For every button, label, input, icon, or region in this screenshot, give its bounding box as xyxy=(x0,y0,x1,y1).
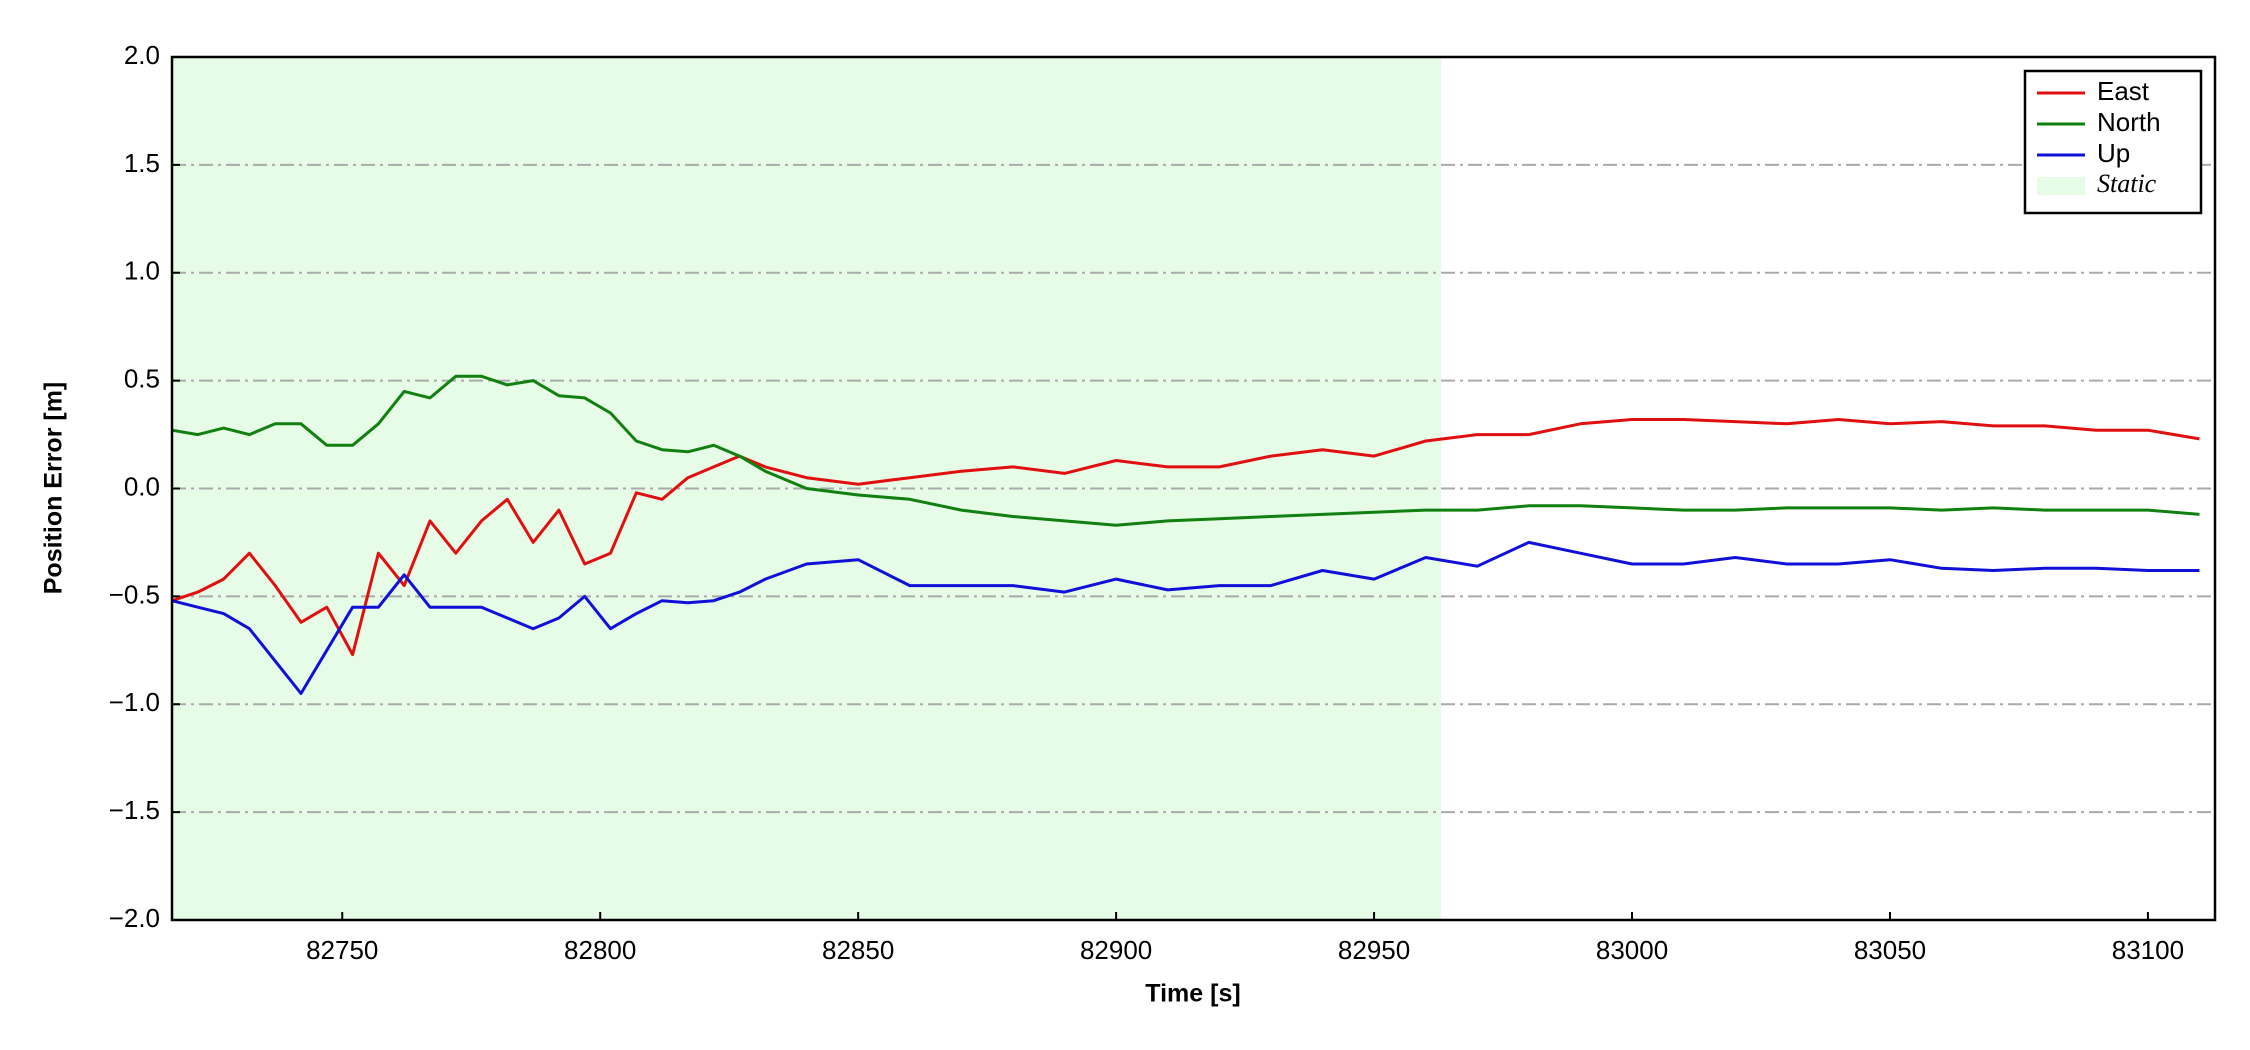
plot-frame xyxy=(170,55,2217,922)
legend-label: Up xyxy=(2097,138,2130,168)
legend-label: Static xyxy=(2097,169,2157,198)
x-tick-label: 83050 xyxy=(1854,935,1926,965)
x-tick-label: 82900 xyxy=(1080,935,1152,965)
y-tick-label: 1.5 xyxy=(124,148,160,178)
y-tick-label: 2.0 xyxy=(124,40,160,70)
x-tick-label: 82750 xyxy=(306,935,378,965)
x-tick-label: 82850 xyxy=(822,935,894,965)
y-tick-label: 0.0 xyxy=(124,471,160,501)
legend-swatch xyxy=(2037,177,2085,195)
y-tick-label: −1.5 xyxy=(109,795,160,825)
y-tick-label: 0.5 xyxy=(124,364,160,394)
legend-label: East xyxy=(2097,76,2150,106)
x-axis-label: Time [s] xyxy=(1145,980,1240,1008)
x-tick-label: 82950 xyxy=(1338,935,1410,965)
y-tick-label: −2.0 xyxy=(109,903,160,933)
series-line xyxy=(171,374,2200,527)
series-line xyxy=(171,418,2200,657)
x-tick-label: 83000 xyxy=(1596,935,1668,965)
series-line xyxy=(171,540,2200,695)
y-axis-label: Position Error [m] xyxy=(40,382,68,595)
legend-label: North xyxy=(2097,107,2161,137)
x-tick-label: 82800 xyxy=(564,935,636,965)
x-tick-label: 83100 xyxy=(2112,935,2184,965)
y-tick-label: 1.0 xyxy=(124,256,160,286)
y-tick-label: −1.0 xyxy=(109,687,160,717)
y-tick-label: −0.5 xyxy=(109,579,160,609)
